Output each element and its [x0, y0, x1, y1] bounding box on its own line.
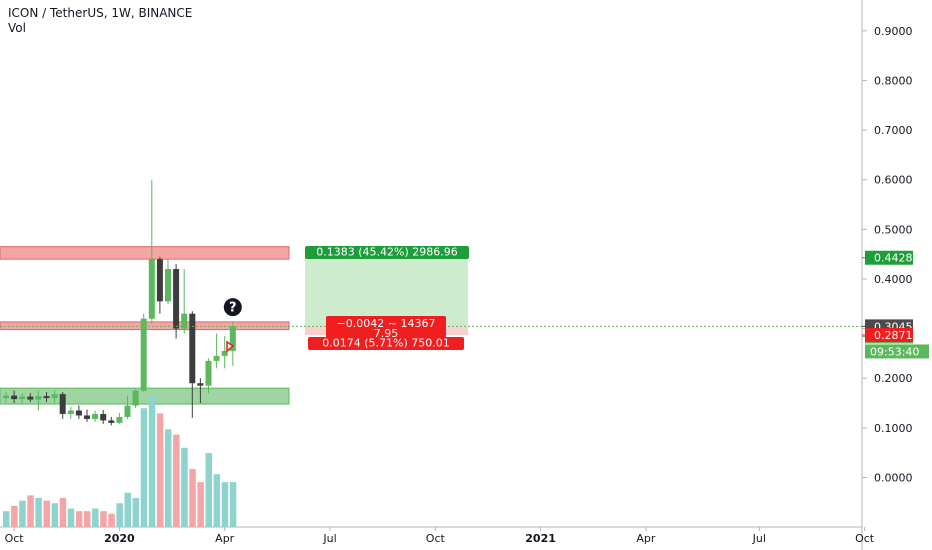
time-axis-label: Oct — [5, 532, 25, 545]
volume-bar — [189, 468, 196, 527]
target-label-bg — [305, 246, 469, 259]
time-axis-label: Jul — [322, 532, 336, 545]
volume-bar — [3, 511, 10, 527]
candle-body — [43, 396, 50, 399]
volume-bar — [229, 482, 237, 527]
price-axis-label: 0.9000 — [874, 25, 913, 38]
price-tag-green-bg — [865, 250, 913, 265]
price-axis-label: 0.5000 — [874, 223, 913, 236]
price-axis-label: 0.7000 — [874, 124, 913, 137]
volume-bar — [221, 482, 229, 527]
volume-bar — [181, 447, 188, 527]
volume-bar — [43, 500, 50, 527]
candle-body — [108, 420, 115, 423]
candle-body — [100, 413, 107, 421]
volume-bar — [108, 513, 115, 527]
time-axis-label: 2021 — [525, 532, 556, 545]
volume-bar — [51, 503, 59, 527]
candle-body — [165, 269, 171, 302]
candle-body — [51, 394, 58, 399]
target-area — [305, 257, 468, 327]
time-axis-label: 2020 — [104, 532, 135, 545]
volume-indicator-label[interactable]: Vol — [8, 21, 26, 35]
bar-countdown: 09:53:40 — [870, 345, 919, 358]
volume-bar — [11, 505, 18, 527]
candle-body — [67, 410, 74, 414]
time-axis-label: Oct — [426, 532, 446, 545]
candle-body — [124, 405, 131, 417]
candle-body — [35, 396, 42, 400]
candle-body — [11, 395, 18, 400]
candle-body — [92, 413, 99, 419]
candle-body — [132, 390, 139, 406]
volume-bar — [213, 474, 221, 527]
volume-bar — [148, 395, 156, 527]
candle-body — [197, 383, 204, 386]
price-axis-label: 0.4000 — [874, 273, 913, 286]
volume-bar — [140, 408, 148, 527]
price-axis-label: 0.8000 — [874, 74, 913, 87]
mid-label-line1: −0.0042 ~ 14367 — [337, 317, 436, 330]
mid-label-bg — [326, 316, 446, 338]
time-axis-label: Apr — [215, 532, 235, 545]
candle-body — [19, 396, 26, 400]
volume-bar — [92, 508, 99, 527]
flag-icon — [226, 340, 235, 353]
chart-symbol-title: ICON / TetherUS, 1W, BINANCE — [8, 6, 193, 20]
volume-bar — [35, 497, 42, 527]
volume-bar — [205, 453, 212, 527]
target-label: 0.1383 (45.42%) 2986.96 — [316, 246, 458, 259]
volume-bar — [100, 511, 107, 527]
stop-label-bg — [308, 337, 464, 350]
candle-body — [221, 350, 228, 356]
volume-bar — [75, 511, 83, 527]
price-axis-label: 0.6000 — [874, 174, 913, 187]
candle-body — [189, 313, 196, 384]
candle-body — [116, 416, 123, 423]
question-marker-icon[interactable] — [223, 298, 242, 317]
volume-bar — [197, 482, 204, 527]
candle-body — [156, 259, 163, 302]
question-marker-text: ? — [229, 301, 237, 316]
time-axis-label: Apr — [636, 532, 656, 545]
candle-body — [75, 410, 82, 416]
countdown-bg — [865, 344, 929, 359]
price-axis-label: 0.2000 — [874, 372, 913, 385]
volume-bar — [132, 497, 140, 527]
volume-bar — [156, 413, 164, 527]
candle-body — [3, 395, 9, 399]
volume-bar — [19, 500, 26, 527]
candle-body — [148, 259, 155, 319]
candle-body — [173, 269, 180, 329]
candle-body — [205, 360, 212, 386]
candle-body — [84, 415, 90, 419]
price-tag-red-bg — [865, 328, 913, 343]
volume-bar — [67, 508, 75, 527]
price-tag-red: 0.2871 — [874, 329, 913, 342]
candle-body — [27, 396, 34, 400]
time-axis-label: Jul — [752, 532, 766, 545]
price-tag-green: 0.4428 — [874, 252, 913, 265]
volume-bar — [116, 503, 123, 527]
volume-bar — [165, 429, 172, 527]
price-axis-label: 0.0000 — [874, 472, 913, 485]
time-axis-label: Oct — [855, 532, 875, 545]
price-axis-label: 0.1000 — [874, 422, 913, 435]
candle-body — [213, 355, 220, 361]
volume-bar — [27, 495, 34, 527]
candle-body — [59, 394, 66, 414]
volume-bar — [59, 497, 67, 527]
stop-label: 0.0174 (5.71%) 750.01 — [322, 337, 450, 350]
candle-body — [229, 326, 236, 351]
volume-bar — [124, 492, 131, 527]
volume-bar — [173, 434, 180, 527]
resistance-zone — [0, 246, 290, 260]
candle-body — [140, 318, 147, 391]
candle-body — [181, 313, 188, 329]
volume-bar — [84, 511, 91, 527]
mid-label-line2: 7.95 — [374, 327, 399, 340]
